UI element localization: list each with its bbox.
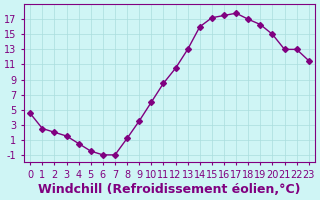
X-axis label: Windchill (Refroidissement éolien,°C): Windchill (Refroidissement éolien,°C) (38, 183, 301, 196)
